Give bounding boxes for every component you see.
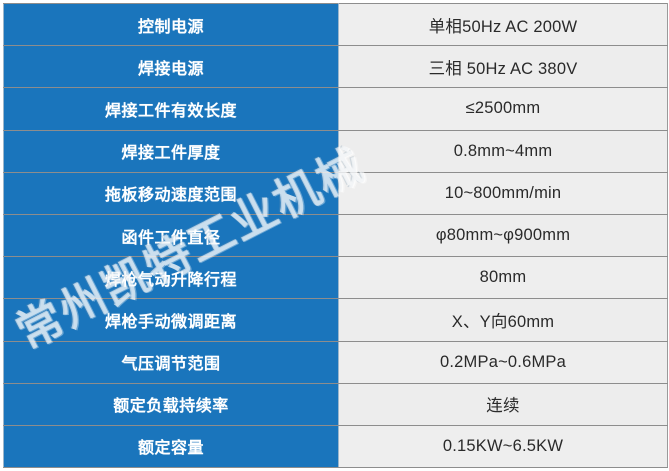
table-row: 焊枪手动微调距离 X、Y向60mm — [3, 298, 668, 342]
spec-label: 气压调节范围 — [3, 340, 339, 384]
table-row: 拖板移动速度范围 10~800mm/min — [3, 171, 668, 215]
table-row: 焊接电源 三相 50Hz AC 380V — [3, 45, 668, 89]
spec-label: 焊枪气动升降行程 — [3, 256, 339, 300]
specification-table: 控制电源 单相50Hz AC 200W 焊接电源 三相 50Hz AC 380V… — [3, 2, 668, 469]
specification-table-body: 控制电源 单相50Hz AC 200W 焊接电源 三相 50Hz AC 380V… — [3, 2, 668, 469]
table-row: 焊接工件厚度 0.8mm~4mm — [3, 129, 668, 173]
spec-label: 拖板移动速度范围 — [3, 171, 339, 215]
table-row: 焊接工件有效长度 ≤2500mm — [3, 87, 668, 131]
spec-value: ≤2500mm — [338, 87, 668, 131]
spec-value: 三相 50Hz AC 380V — [338, 45, 668, 89]
spec-value: 连续 — [338, 382, 668, 426]
spec-label: 额定容量 — [3, 424, 339, 469]
spec-label: 焊接工件厚度 — [3, 129, 339, 173]
spec-value: φ80mm~φ900mm — [338, 213, 668, 258]
spec-value: X、Y向60mm — [338, 298, 668, 342]
spec-value: 0.2MPa~0.6MPa — [338, 340, 668, 384]
table-row: 额定容量 0.15KW~6.5KW — [3, 424, 668, 469]
spec-label: 焊枪手动微调距离 — [3, 298, 339, 342]
table-row: 控制电源 单相50Hz AC 200W — [3, 2, 668, 47]
spec-value: 10~800mm/min — [338, 171, 668, 215]
spec-label: 函件工件直径 — [3, 213, 339, 258]
table-row: 函件工件直径 φ80mm~φ900mm — [3, 213, 668, 258]
table-row: 气压调节范围 0.2MPa~0.6MPa — [3, 340, 668, 384]
spec-label: 额定负载持续率 — [3, 382, 339, 426]
table-row: 焊枪气动升降行程 80mm — [3, 256, 668, 300]
spec-value: 单相50Hz AC 200W — [338, 2, 668, 47]
spec-label: 焊接电源 — [3, 45, 339, 89]
table-row: 额定负载持续率 连续 — [3, 382, 668, 426]
spec-value: 0.8mm~4mm — [338, 129, 668, 173]
spec-value: 80mm — [338, 256, 668, 300]
spec-label: 焊接工件有效长度 — [3, 87, 339, 131]
spec-value: 0.15KW~6.5KW — [338, 424, 668, 469]
spec-label: 控制电源 — [3, 2, 339, 47]
